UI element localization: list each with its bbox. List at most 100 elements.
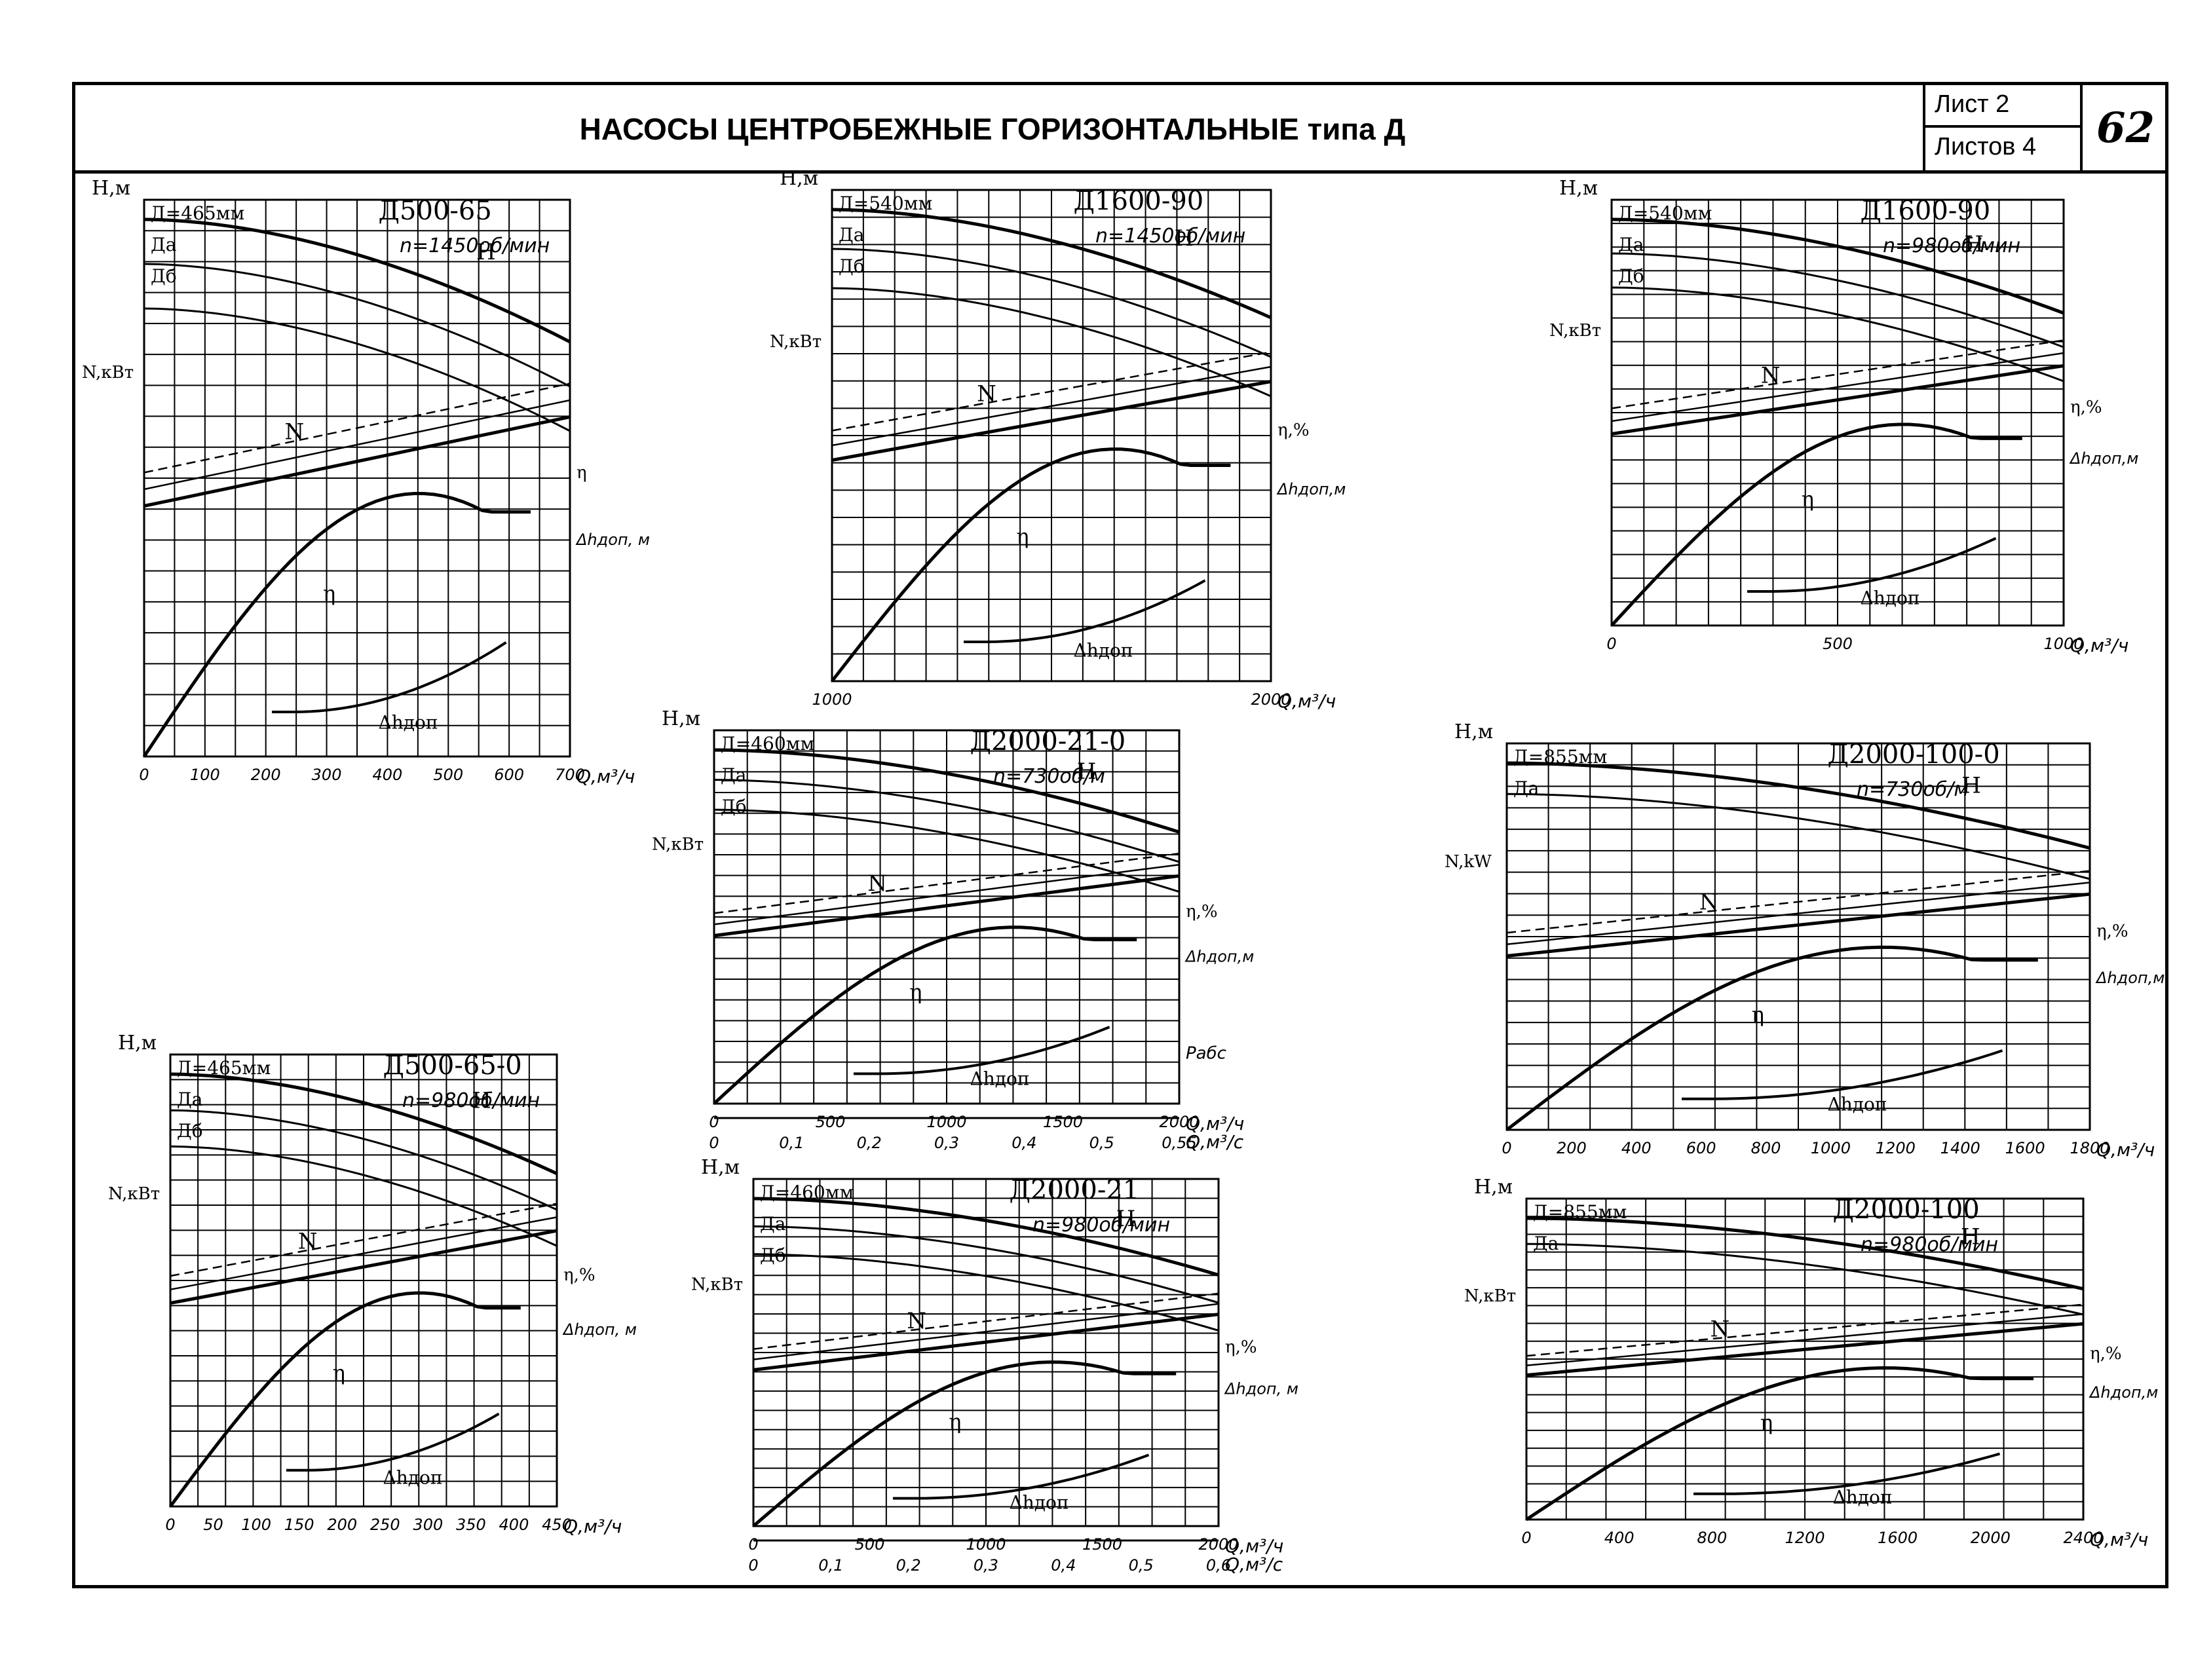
n-curve (1611, 339, 2064, 409)
n-curve (1526, 1303, 2084, 1357)
axis-title-h: Н,м (1559, 177, 1598, 200)
eta-curve (752, 1360, 1177, 1527)
n-curve-label: N (977, 381, 996, 407)
dh-curve-label: Δhдоп (1833, 1487, 1893, 1508)
grid (170, 1054, 558, 1507)
pump-model-title: Д2000-21 (1010, 1175, 1140, 1205)
axis-title-n: N,кВт (82, 363, 134, 383)
eta-curve-label: η (949, 1409, 961, 1434)
grid (713, 730, 1180, 1104)
q2-tick-label: 0,2 (896, 1556, 921, 1575)
h-curve (1611, 217, 2064, 315)
pump-model-title: Д1600-90 (1861, 196, 1991, 226)
pump-chart-d2000-100: Н,м N,кВт η,% Δhдоп,м Q,м³/ч 0 400 800 1200 1600 2… (1461, 1172, 2158, 1565)
q2-tick-label: 0,1 (818, 1556, 843, 1575)
axis-title-q: Q,м³/ч (1277, 690, 1336, 712)
grid (1611, 199, 2064, 626)
q-tick-label: 400 (1621, 1139, 1652, 1157)
q-tick-label: 0 (165, 1516, 175, 1534)
dh-curve-label: Δhдоп (383, 1467, 443, 1489)
n-curve (143, 415, 571, 508)
axis-title-q2: Q,м³/с (1225, 1554, 1283, 1575)
axis-title-n: N,kW (1445, 852, 1492, 872)
pump-model-title: Д2000-100 (1833, 1195, 1980, 1225)
q2-tick-label: 0,5 (1089, 1134, 1114, 1152)
h-curve-label: Н (1961, 772, 1981, 798)
q-tick-label: 0 (1502, 1139, 1511, 1157)
axis-title-h: Н,м (118, 1032, 157, 1055)
chart-svg: Н,м N,кВт η,% Δhдоп, м Q,м³/ч 0 500 1000 1500 200… (691, 1156, 1298, 1575)
axis-title-q: Q,м³/ч (2096, 1139, 2155, 1161)
h-curve (1526, 1216, 2084, 1291)
eta-curve-label: η (323, 581, 335, 606)
eta-curve (1610, 422, 2022, 627)
impeller-label: Да (177, 1089, 202, 1110)
sheet-title: НАСОСЫ ЦЕНТРОБЕЖНЫЕ ГОРИЗОНТАЛЬНЫЕ типа … (579, 112, 1406, 146)
h-curve (753, 1253, 1219, 1332)
n-curve-label: N (285, 419, 305, 445)
q-tick-label: 2000 (1971, 1529, 2011, 1547)
eta-curve (1505, 945, 2038, 1131)
q-tick-label: 600 (494, 766, 524, 784)
n-curve (1526, 1322, 2084, 1377)
pump-speed-label: n=980об/мин (1861, 1233, 1998, 1256)
dh-curve (1693, 1452, 2001, 1495)
n-curve (831, 351, 1272, 432)
q-tick-label: 500 (433, 766, 463, 784)
q-tick-label: 0 (1521, 1529, 1531, 1547)
axis-title-h: Н,м (92, 177, 130, 200)
q-tick-label: 1000 (812, 690, 852, 709)
q-tick-label: 500 (1823, 635, 1853, 653)
impeller-label: Да (1513, 777, 1539, 799)
q-tick-label: 1400 (1940, 1139, 1980, 1157)
n-curve (170, 1229, 558, 1305)
chart-svg: Н,м N,кВт η Δhдоп, м Q,м³/ч 0 100 200 300 400 500 6… (82, 177, 650, 787)
plot-frame (752, 1178, 1220, 1527)
h-curve (1611, 252, 2064, 348)
h-curve-label: Н (472, 1087, 491, 1113)
h-curve (170, 1145, 558, 1247)
pump-speed-label: n=980об/мин (402, 1089, 540, 1112)
n-curve (143, 399, 571, 491)
axis-title-q2: Q,м³/с (1186, 1131, 1244, 1153)
pump-model-title: Д2000-21-0 (970, 726, 1126, 756)
n-curve (753, 1303, 1219, 1360)
q-tick-label: 150 (284, 1516, 314, 1534)
eta-curve (1525, 1366, 2033, 1521)
axis-title-q: Q,м³/ч (1186, 1113, 1244, 1134)
n-curve (713, 874, 1180, 937)
n-curve-label: N (1699, 889, 1719, 916)
axis-title-dh: Δhдоп, м (1224, 1380, 1298, 1398)
n-curve-label: N (1761, 363, 1781, 389)
n-curve (831, 365, 1272, 447)
q-tick-label: 50 (203, 1516, 223, 1534)
n-curve-label: N (907, 1308, 926, 1334)
q-tick-label: 2400 (2063, 1529, 2103, 1547)
eta-curve (831, 447, 1231, 682)
q-tick-label: 1200 (1876, 1139, 1916, 1157)
n-curve-label: N (867, 870, 887, 897)
q-tick-label: 0 (709, 1113, 719, 1131)
h-curve-label: Н (476, 239, 496, 265)
dh-curve (286, 1412, 500, 1472)
axis-title-n: N,кВт (691, 1275, 743, 1295)
axis-title-n: N,кВт (1549, 321, 1601, 341)
pump-speed-label: n=1450об/мин (1095, 225, 1245, 248)
axis-title-q: Q,м³/ч (1225, 1535, 1283, 1557)
axis-title-q: Q,м³/ч (563, 1516, 622, 1537)
h-curve-label: Н (1116, 1206, 1136, 1232)
axis-title-dh: Δhдоп,м (1184, 947, 1254, 965)
axis-title-n: N,кВт (108, 1184, 160, 1204)
pump-speed-label: n=1450об/мин (400, 234, 550, 257)
q-tick-label: 1500 (1082, 1535, 1122, 1554)
n-curve (713, 863, 1180, 925)
q-tick-label: 0 (1606, 635, 1616, 653)
dh-curve (272, 641, 507, 713)
h-curve (831, 248, 1272, 358)
axis-title-dh: Δhдоп, м (575, 531, 650, 549)
axis-title-q: Q,м³/ч (2090, 1529, 2148, 1550)
impeller-label: Дб (1618, 265, 1644, 287)
grid (1506, 743, 2090, 1130)
h-curve (713, 779, 1180, 863)
q-tick-label: 600 (1686, 1139, 1716, 1157)
